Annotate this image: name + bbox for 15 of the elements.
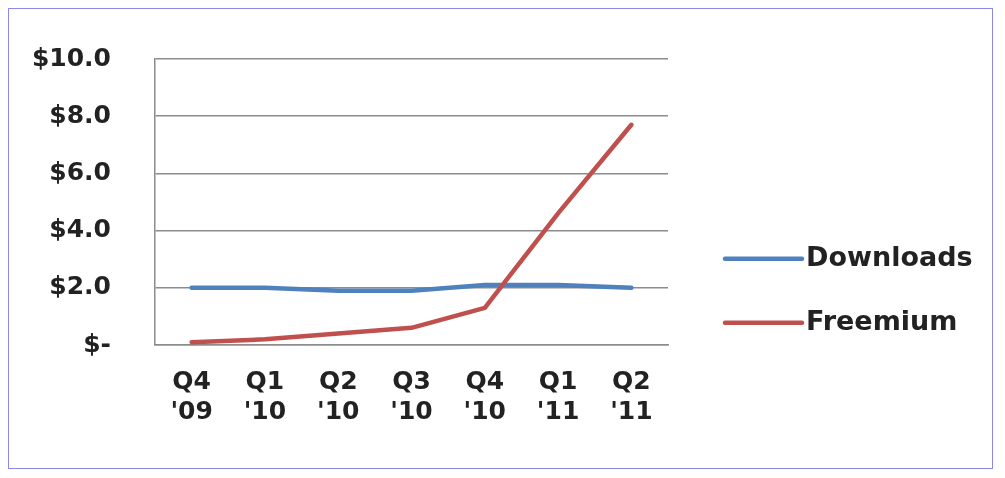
legend-label: Freemium [806, 304, 958, 336]
legend-label: Downloads [806, 240, 973, 272]
x-tick-label: Q1 '10 [243, 365, 287, 425]
x-tick-label: Q4 '10 [463, 365, 507, 425]
y-tick-label: $2.0 [49, 271, 111, 301]
y-tick-label: $6.0 [49, 156, 111, 186]
x-tick-label: Q4 '09 [170, 365, 213, 425]
y-tick-label: $4.0 [49, 214, 111, 244]
y-tick-label: $8.0 [49, 99, 111, 129]
y-tick-label: $10.0 [31, 42, 111, 72]
y-tick-label: $- [83, 328, 111, 358]
x-tick-label: Q1 '11 [536, 365, 580, 425]
x-tick-label: Q2 '11 [610, 365, 653, 425]
x-tick-label: Q3 '10 [390, 365, 433, 425]
x-tick-label: Q2 '10 [316, 365, 360, 425]
